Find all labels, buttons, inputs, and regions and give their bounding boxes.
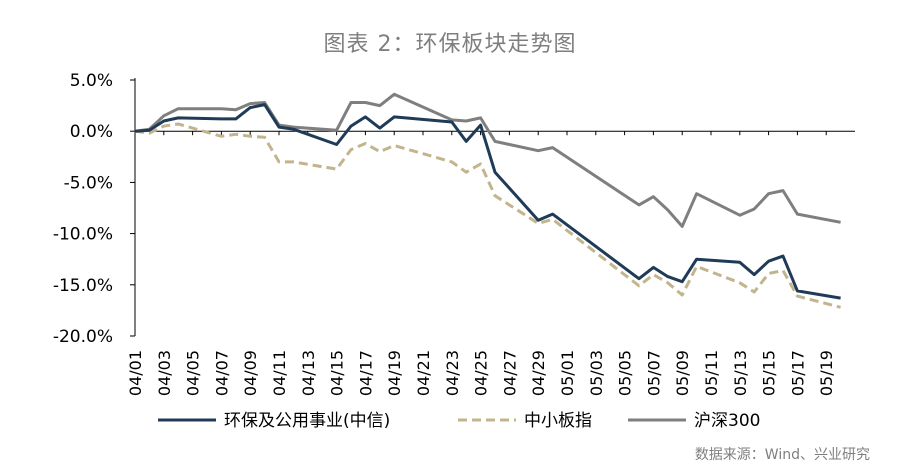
x-tick-label: 04/07 [212,350,231,396]
series-layer [134,92,841,309]
x-tick-label: 04/27 [500,350,519,396]
y-tick-label: 5.0% [70,71,113,91]
legend-label: 沪深300 [694,411,760,431]
x-tick-label: 05/01 [558,350,577,396]
x-tick-label: 05/19 [817,350,836,396]
x-tick-label: 04/29 [529,350,548,396]
y-tick-label: -20.0% [53,327,113,347]
x-tick-label: 05/15 [760,350,779,396]
x-tick-label: 04/17 [356,350,375,396]
legend-label: 环保及公用事业(中信) [224,411,390,431]
x-tick-label: 04/23 [443,350,462,396]
x-tick-label: 04/09 [241,350,260,396]
x-tick-label: 05/17 [788,350,807,396]
legend: 环保及公用事业(中信) 中小板指 沪深300 [158,411,760,431]
x-tick-label: 04/13 [299,350,318,396]
x-tick-label: 04/01 [126,350,145,396]
x-tick-label: 04/19 [385,350,404,396]
y-tick-label: 0.0% [70,122,113,142]
y-tick-label: -15.0% [53,276,113,296]
x-axis-tick-labels: 04/01 04/03 04/05 04/07 04/09 04/11 04/13 04/15… [126,350,836,396]
x-tick-label: 04/15 [328,350,347,396]
x-tick-label: 05/05 [616,350,635,396]
x-tick-label: 05/09 [673,350,692,396]
series-line-0 [134,103,841,300]
x-tick-label: 04/11 [270,350,289,396]
y-axis-tick-labels: 5.0% 0.0% -5.0% -10.0% -15.0% -20.0% [53,71,113,347]
data-source-note: 数据来源：Wind、兴业研究 [694,447,870,463]
x-tick-label: 05/07 [644,350,663,396]
x-tick-label: 04/25 [472,350,491,396]
x-tick-label: 05/13 [731,350,750,396]
y-tick-label: -10.0% [53,225,113,245]
x-tick-label: 04/05 [184,350,203,396]
chart-title: 图表 2：环保板块走势图 [323,32,577,57]
series-line-1 [134,122,841,309]
legend-label: 中小板指 [524,411,592,431]
x-tick-label: 05/03 [587,350,606,396]
x-tick-label: 05/11 [702,350,721,396]
x-tick-label: 04/03 [155,350,174,396]
y-tick-label: -5.0% [64,173,113,193]
series-line-2 [134,92,841,228]
x-tick-label: 04/21 [414,350,433,396]
